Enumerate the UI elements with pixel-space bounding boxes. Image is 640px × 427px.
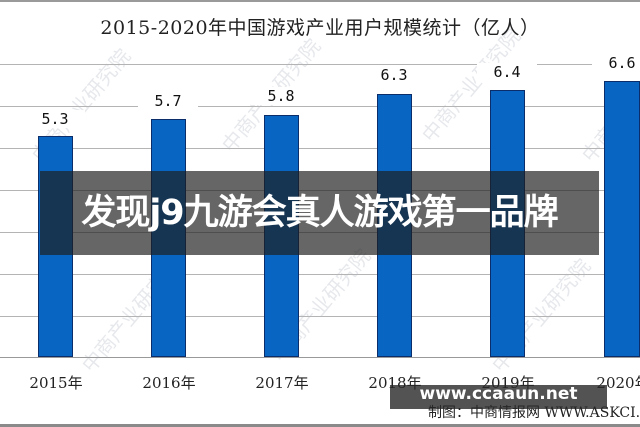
overlay-banner-text: 发现j9九游会真人游戏第一品牌 xyxy=(81,193,558,233)
bar-2020 xyxy=(604,81,640,357)
value-label-2018: 6.3 xyxy=(364,66,424,84)
chart-title: 2015-2020年中国游戏产业用户规模统计（亿人） xyxy=(100,17,540,39)
gridline xyxy=(0,64,640,65)
value-label-2017: 5.8 xyxy=(251,87,311,105)
value-label-2016: 5.7 xyxy=(138,92,198,110)
gridline xyxy=(0,274,640,275)
gridline xyxy=(0,316,640,317)
url-overlay-box xyxy=(390,385,607,409)
x-label-2015: 2015年 xyxy=(29,374,83,392)
value-label-2019: 6.4 xyxy=(477,63,537,81)
bottom-border xyxy=(0,424,640,427)
top-border xyxy=(0,0,640,2)
baseline xyxy=(0,357,640,358)
x-label-2020: 2020年 xyxy=(596,374,640,392)
overlay-banner xyxy=(40,171,599,255)
url-overlay-text: www.ccaaun.net xyxy=(419,384,578,404)
gridline xyxy=(0,106,640,107)
x-label-2016: 2016年 xyxy=(142,374,196,392)
x-label-2017: 2017年 xyxy=(255,374,309,392)
gridline xyxy=(0,148,640,149)
value-label-2015: 5.3 xyxy=(25,110,85,128)
source-credit: 制图：中商情报网 WWW.ASKCI. xyxy=(428,405,640,421)
value-label-2020: 6.6 xyxy=(592,54,640,72)
